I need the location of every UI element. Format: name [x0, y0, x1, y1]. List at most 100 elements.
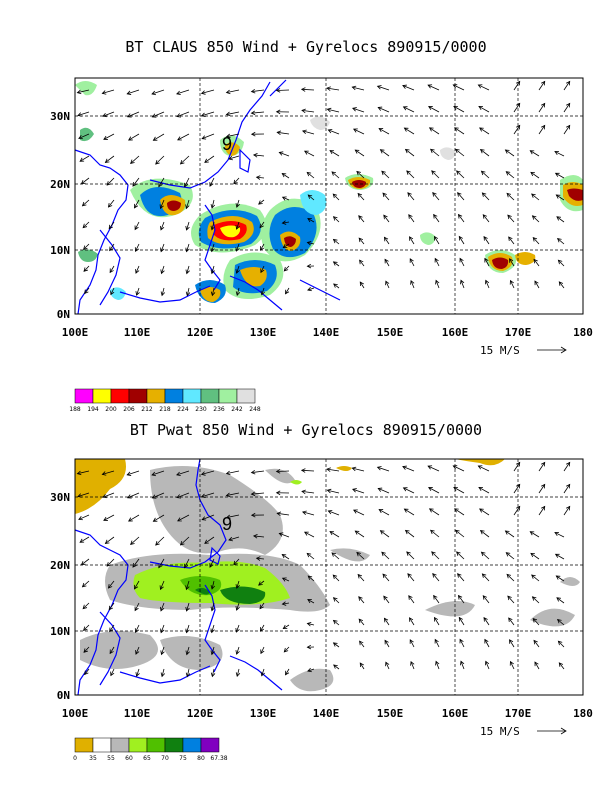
wind-vector-head — [478, 106, 483, 111]
wind-vector — [481, 551, 490, 560]
wind-vector — [226, 111, 240, 115]
wind-vector-head — [403, 508, 409, 513]
wind-vector — [82, 602, 90, 609]
wind-vector-head — [384, 639, 389, 645]
colorbar-swatch — [218, 388, 238, 404]
wind-vector-head — [84, 670, 89, 676]
pwat-moisture-fields — [75, 459, 580, 692]
wind-vector-head — [332, 597, 338, 602]
wind-vector — [253, 154, 265, 157]
wind-vector-head — [376, 466, 382, 471]
wind-vector-head — [509, 279, 514, 285]
wind-vector — [431, 170, 440, 179]
lon-label: 180 — [573, 326, 593, 339]
wind-vector — [380, 530, 390, 538]
wind-vector — [153, 133, 165, 141]
colorbar-swatch — [110, 737, 130, 753]
wind-vector — [201, 514, 215, 521]
wind-vector — [353, 509, 365, 516]
wind-vector — [77, 89, 90, 94]
wind-vector — [106, 177, 115, 186]
wind-vector-head — [282, 624, 288, 630]
wind-vector — [82, 199, 90, 207]
wind-vector-head — [382, 192, 387, 198]
wind-vector — [352, 488, 365, 494]
wind-vector-head — [252, 534, 258, 539]
wind-vector-head — [130, 540, 135, 545]
wind-vector — [430, 148, 440, 157]
wind-vector — [457, 573, 465, 582]
wind-vector — [384, 237, 390, 245]
colorbar-tick-label: 55 — [107, 755, 115, 762]
wind-vector-head — [177, 136, 182, 141]
wind-vector-head — [77, 493, 82, 498]
wind-vector-head — [301, 129, 307, 134]
claus-map-panel: 9 30N 20N 10N 0N 100E 110E 120E 130E 140E 150E 16… — [50, 77, 593, 413]
pwat-map-panel: 9 30N 20N 10N 0N 100E 110E 120E 130E 140E 150E 16… — [50, 458, 593, 762]
wind-vector — [558, 259, 565, 267]
wind-vector-head — [176, 90, 181, 96]
colorbar-swatch — [164, 388, 184, 404]
lon-label: 160E — [442, 326, 469, 339]
wind-vector-head — [200, 112, 206, 117]
wind-vector-head — [301, 510, 307, 515]
wind-vector — [507, 214, 515, 223]
wind-vector-head — [509, 258, 514, 263]
wind-vector — [434, 236, 440, 245]
wind-vector — [186, 221, 190, 231]
wind-vector — [563, 103, 571, 113]
wind-vector — [406, 551, 415, 560]
wind-vector — [83, 624, 90, 631]
wind-vector — [406, 170, 415, 179]
wind-vector — [226, 470, 240, 475]
wind-vector-head — [177, 517, 182, 522]
wind-vector — [453, 84, 465, 91]
lat-label: 10N — [50, 625, 70, 638]
lon-label: 100E — [62, 707, 89, 720]
wind-vector — [152, 111, 165, 118]
wind-vector — [460, 661, 465, 670]
wind-vector-head — [135, 269, 140, 274]
wind-vector — [407, 192, 415, 201]
wind-vector — [563, 506, 571, 516]
wind-vector — [109, 265, 115, 273]
wind-vector — [505, 149, 515, 157]
wind-vector-head — [532, 236, 538, 242]
wind-vector — [326, 87, 340, 91]
wind-vector — [358, 618, 365, 626]
wind-vector — [381, 551, 390, 560]
wind-vector-head — [530, 171, 535, 177]
wind-vector-head — [379, 149, 385, 154]
wind-vector-head — [306, 644, 312, 650]
wind-vector — [506, 171, 515, 179]
wind-vector-head — [351, 466, 357, 472]
wind-vector — [405, 530, 415, 538]
wind-vector-head — [402, 84, 407, 89]
wind-vector-head — [479, 149, 485, 154]
wind-vector — [557, 238, 565, 245]
wind-vector — [307, 575, 315, 582]
wind-vector — [378, 107, 390, 113]
wind-vector-head — [225, 111, 231, 117]
wind-vector — [507, 595, 515, 604]
claus-gyre-marker: 9 — [222, 134, 232, 154]
wind-vector — [333, 261, 340, 267]
wind-vector — [102, 470, 115, 475]
wind-vector — [459, 258, 465, 267]
lon-label: 100E — [62, 326, 89, 339]
wind-vector-head — [565, 483, 571, 489]
wind-vector — [435, 280, 440, 289]
wind-vector — [226, 89, 240, 94]
wind-vector — [108, 221, 115, 229]
wind-vector — [302, 511, 315, 516]
wind-vector — [482, 595, 490, 604]
wind-vector — [333, 283, 340, 289]
wind-vector — [307, 218, 315, 223]
wind-vector — [177, 133, 190, 141]
wind-vector — [153, 514, 165, 522]
wind-vector-head — [481, 192, 487, 197]
lon-label: 110E — [124, 326, 151, 339]
wind-vector — [329, 531, 340, 538]
wind-vector — [160, 580, 165, 590]
wind-vector — [384, 259, 390, 267]
